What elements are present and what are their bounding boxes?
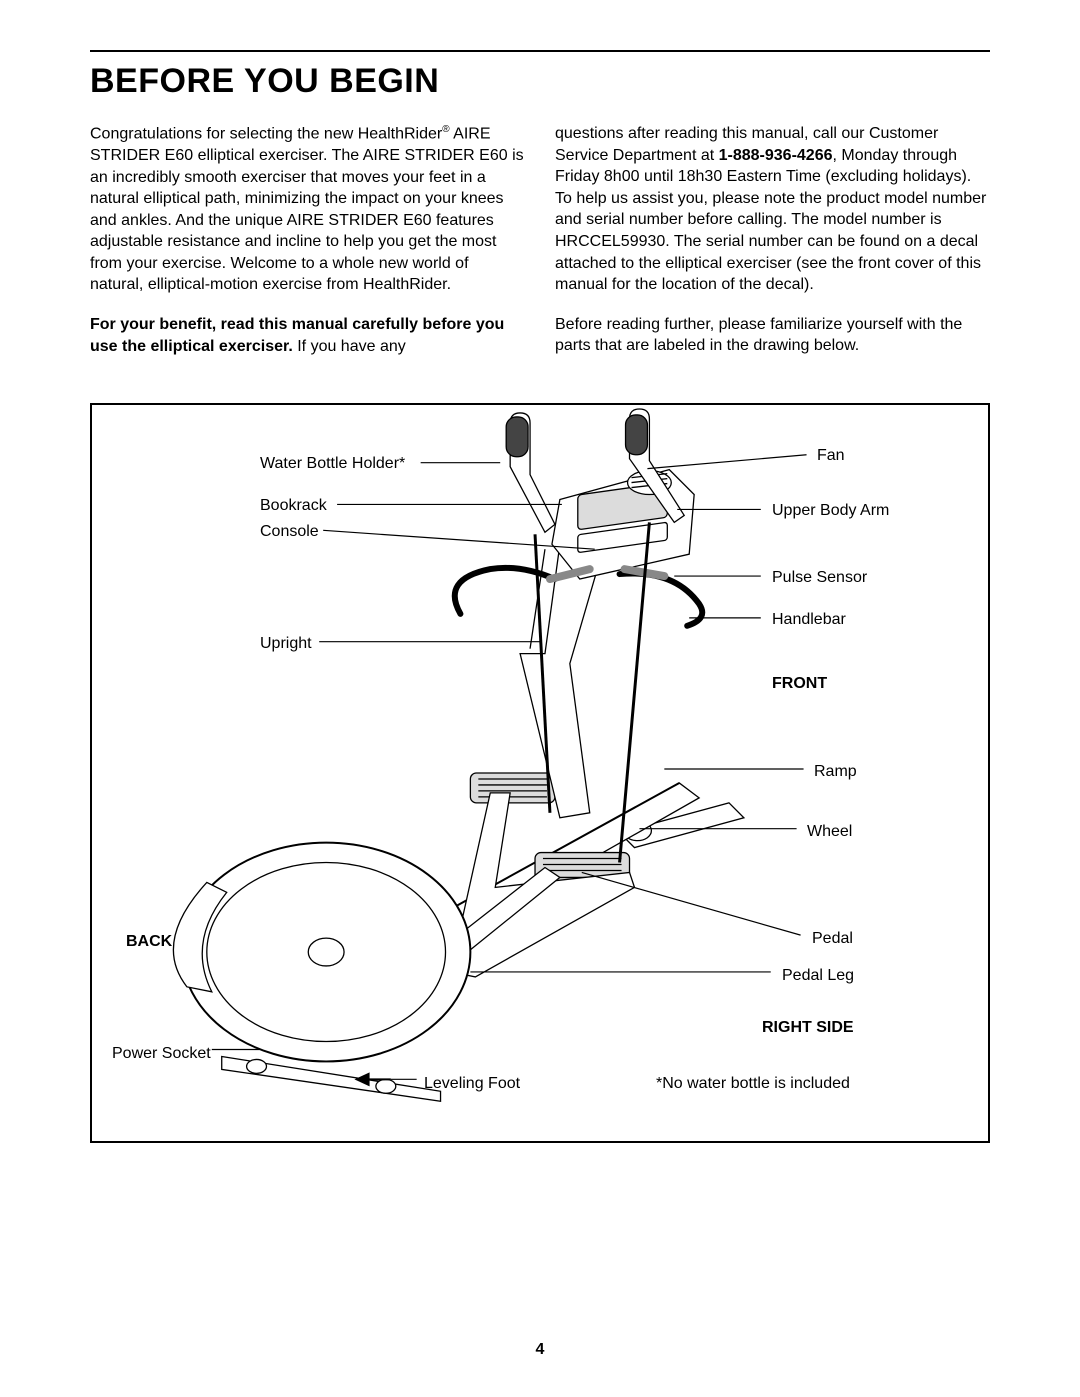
familiarize-paragraph: Before reading further, please familiari… [555,314,990,357]
column-left: Congratulations for selecting the new He… [90,123,525,375]
registered-mark: ® [442,124,449,135]
label-ramp: Ramp [814,763,857,781]
parts-diagram: Water Bottle Holder* Bookrack Console Up… [90,403,990,1143]
label-front: FRONT [772,675,827,693]
text: Congratulations for selecting the new He… [90,125,442,142]
label-pulse-sensor: Pulse Sensor [772,569,867,587]
intro-paragraph: Congratulations for selecting the new He… [90,123,525,296]
label-water-bottle-holder: Water Bottle Holder* [260,455,405,473]
label-wheel: Wheel [807,823,852,841]
label-right-side: RIGHT SIDE [762,1019,854,1037]
page-heading: BEFORE YOU BEGIN [90,62,990,101]
text: If you have any [293,338,406,355]
top-rule [90,50,990,52]
read-manual-paragraph: For your benefit, read this manual caref… [90,314,525,357]
page-number: 4 [0,1341,1080,1359]
label-handlebar: Handlebar [772,611,846,629]
label-footnote: *No water bottle is included [656,1075,850,1093]
label-power-socket: Power Socket [112,1045,211,1063]
label-upright: Upright [260,635,312,653]
column-right: questions after reading this manual, cal… [555,123,990,375]
text: , Monday through Friday 8h00 until 18h30… [555,147,986,294]
label-pedal: Pedal [812,930,853,948]
label-back: BACK [126,933,172,951]
label-bookrack: Bookrack [260,497,327,515]
text: AIRE STRIDER E60 elliptical exerciser. T… [90,125,524,293]
label-pedal-leg: Pedal Leg [782,967,854,985]
phone-number: 1-888-936-4266 [719,147,833,164]
customer-service-paragraph: questions after reading this manual, cal… [555,123,990,296]
label-upper-body-arm: Upper Body Arm [772,502,889,520]
label-fan: Fan [817,447,845,465]
label-console: Console [260,523,319,541]
text-columns: Congratulations for selecting the new He… [90,123,990,375]
label-leveling-foot: Leveling Foot [424,1075,520,1093]
